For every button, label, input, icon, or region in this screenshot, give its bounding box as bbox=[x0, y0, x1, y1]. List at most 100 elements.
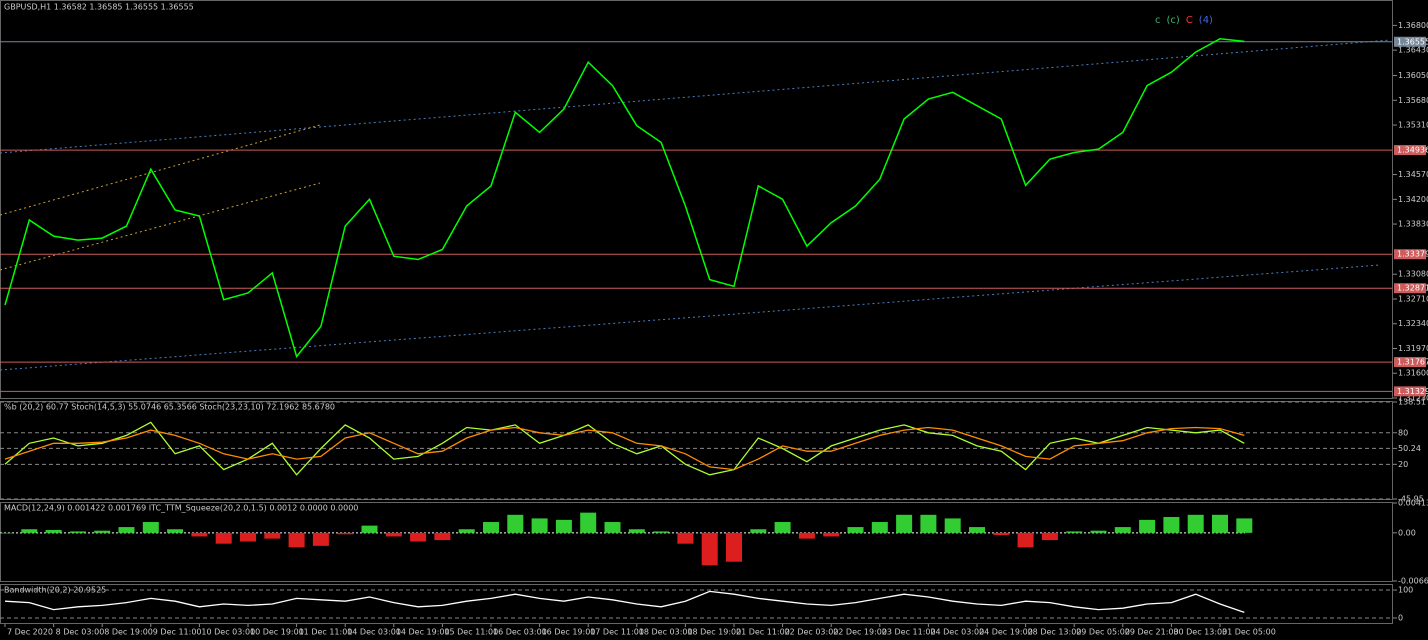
histogram-bar bbox=[1114, 527, 1131, 533]
histogram-bar bbox=[0, 532, 13, 534]
series-line bbox=[4, 426, 1245, 471]
x-tick-label: 21 Dec 11:00 bbox=[736, 628, 790, 637]
panel-title: Bandwidth(20,2) 20.9525 bbox=[4, 586, 106, 595]
y-tick-label: 100 bbox=[1398, 586, 1413, 595]
x-tick-label: 30 Dec 13:00 bbox=[1173, 628, 1227, 637]
price-level-box bbox=[1394, 357, 1426, 368]
histogram-bar bbox=[167, 529, 184, 533]
panel-title: GBPUSD,H1 1.36582 1.36585 1.36555 1.3655… bbox=[4, 3, 194, 12]
histogram-bar bbox=[94, 530, 111, 533]
y-tick-label: 1.35310 bbox=[1398, 121, 1428, 130]
histogram-bar bbox=[1041, 532, 1058, 541]
y-tick-label: 1.31600 bbox=[1398, 369, 1428, 378]
histogram-bar bbox=[385, 532, 402, 537]
macd-frame bbox=[0, 502, 1393, 582]
histogram-bar bbox=[871, 522, 888, 533]
x-tick-label: 22 Dec 03:00 bbox=[785, 628, 839, 637]
y-tick-label: 1.31970 bbox=[1398, 344, 1428, 353]
y-tick-label: -0.006672 bbox=[1398, 577, 1428, 586]
histogram-bar bbox=[483, 522, 499, 533]
wave-label: (c) bbox=[1167, 15, 1180, 26]
y-tick-label: 80 bbox=[1398, 428, 1408, 437]
y-tick-label: 0.004137 bbox=[1398, 499, 1428, 508]
channel-bottom bbox=[0, 264, 1381, 371]
y-tick-label: 1.32340 bbox=[1398, 319, 1428, 328]
histogram-bar bbox=[774, 522, 791, 533]
price-level-label: 1.33379 bbox=[1397, 250, 1428, 259]
wave-label: C bbox=[1186, 15, 1193, 26]
y-tick-label: 1.33080 bbox=[1398, 270, 1428, 279]
histogram-bar bbox=[993, 532, 1010, 536]
histogram-bar bbox=[1212, 514, 1228, 533]
histogram-bar bbox=[823, 532, 840, 537]
histogram-bar bbox=[1187, 514, 1204, 533]
x-tick-label: 16 Dec 19:00 bbox=[542, 628, 596, 637]
price-level-box bbox=[1394, 36, 1426, 47]
y-tick-label: 1.31230 bbox=[1398, 394, 1428, 403]
x-tick-label: 15 Dec 11:00 bbox=[444, 628, 498, 637]
histogram-bar bbox=[1017, 532, 1034, 548]
histogram-bar bbox=[118, 527, 135, 533]
channel-top bbox=[0, 39, 1391, 154]
x-tick-label: 14 Dec 19:00 bbox=[396, 628, 450, 637]
fork-top bbox=[0, 124, 321, 216]
price-level-label: 1.32871 bbox=[1397, 284, 1428, 293]
x-tick-label: 9 Dec 11:00 bbox=[153, 628, 202, 637]
histogram-bar bbox=[21, 529, 38, 533]
histogram-bar bbox=[531, 518, 548, 533]
x-tick-label: 10 Dec 19:00 bbox=[250, 628, 304, 637]
osc-frame bbox=[0, 401, 1393, 500]
histogram-bar bbox=[896, 514, 913, 533]
histogram-bar bbox=[628, 529, 645, 533]
histogram-bar bbox=[142, 522, 159, 533]
panel-title: %b (20,2) 60.77 Stoch(14,5,3) 55.0746 65… bbox=[4, 403, 335, 412]
histogram-bar bbox=[653, 531, 670, 533]
histogram-bar bbox=[1163, 516, 1180, 533]
y-tick-label: 0 bbox=[1398, 613, 1403, 622]
x-tick-label: 18 Dec 19:00 bbox=[687, 628, 741, 637]
y-tick-label: 1.36430 bbox=[1398, 46, 1428, 55]
histogram-bar bbox=[458, 529, 475, 533]
y-tick-label: 1.36050 bbox=[1398, 71, 1428, 80]
x-tick-label: 11 Dec 11:00 bbox=[299, 628, 353, 637]
histogram-bar bbox=[410, 532, 427, 542]
histogram-bar bbox=[555, 519, 572, 533]
y-tick-label: 1.34200 bbox=[1398, 195, 1428, 204]
price-level-label: 1.34936 bbox=[1397, 146, 1428, 155]
histogram-bar bbox=[1236, 518, 1253, 533]
series-line bbox=[4, 421, 1245, 476]
histogram-bar bbox=[944, 518, 961, 533]
x-tick-label: 17 Dec 11:00 bbox=[590, 628, 644, 637]
price-line bbox=[4, 38, 1245, 359]
fork-bottom bbox=[0, 182, 321, 271]
x-tick-label: 29 Dec 05:00 bbox=[1076, 628, 1130, 637]
price-level-label: 1.31329 bbox=[1397, 387, 1428, 396]
x-tick-label: 24 Dec 03:00 bbox=[930, 628, 984, 637]
x-tick-label: 16 Dec 03:00 bbox=[493, 628, 547, 637]
histogram-bar bbox=[1139, 519, 1156, 533]
histogram-bar bbox=[215, 532, 232, 544]
x-tick-label: 18 Dec 03:00 bbox=[639, 628, 693, 637]
histogram-bar bbox=[264, 532, 281, 539]
histogram-bar bbox=[191, 532, 208, 537]
y-tick-label: 0.00 bbox=[1398, 528, 1416, 537]
histogram-bar bbox=[726, 532, 742, 562]
panel-title: MACD(12,24,9) 0.001422 0.001769 ITC_TTM_… bbox=[4, 504, 358, 513]
wave-labels: c (c) C (4) bbox=[1155, 15, 1213, 26]
histogram-bar bbox=[798, 532, 815, 539]
y-tick-label: 1.35680 bbox=[1398, 96, 1428, 105]
histogram-bar bbox=[45, 529, 62, 533]
y-tick-label: 138.51 bbox=[1398, 398, 1426, 407]
y-tick-label: 20 bbox=[1398, 460, 1408, 469]
histogram-bar bbox=[847, 527, 864, 533]
frames bbox=[0, 0, 1393, 624]
histogram-bar bbox=[69, 531, 86, 533]
price-level-box bbox=[1394, 386, 1426, 397]
histogram-bar bbox=[920, 514, 937, 533]
y-tick-label: 1.32710 bbox=[1398, 294, 1428, 303]
y-tick-label: 1.34570 bbox=[1398, 170, 1428, 179]
histogram-bar bbox=[507, 514, 524, 533]
histogram-bar bbox=[677, 532, 694, 544]
